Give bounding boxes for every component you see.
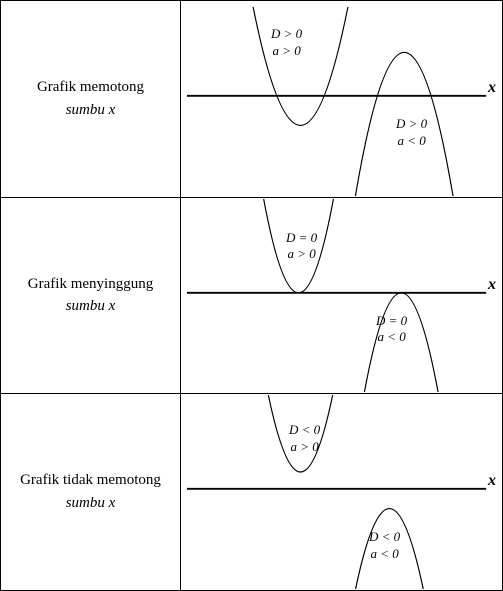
row2-plot <box>182 199 501 393</box>
row1-ann-up: D > 0 a > 0 <box>271 26 302 60</box>
row1-plot-cell: D > 0 a > 0 D > 0 a < 0 x <box>181 1 503 198</box>
row3-label-line2: sumbu x <box>66 495 116 511</box>
row1-parabola-up <box>253 7 348 126</box>
row2-label-line2: sumbu x <box>66 298 116 314</box>
row1-ann-down: D > 0 a < 0 <box>396 116 427 150</box>
row3-plot <box>182 395 501 589</box>
row1-label-line1: Grafik memotong <box>37 79 144 95</box>
row2-label-cell: Grafik menyinggung sumbu x <box>1 197 181 394</box>
row1-label-cell: Grafik memotong sumbu x <box>1 1 181 198</box>
row1-xlabel: x <box>488 79 496 97</box>
row2-xlabel: x <box>488 276 496 294</box>
row3-ann-down: D < 0 a < 0 <box>369 529 400 563</box>
row3-plot-cell: D < 0 a > 0 D < 0 a < 0 x <box>181 394 503 591</box>
row3-label-line1: Grafik tidak memotong <box>20 472 161 488</box>
row3-label-cell: Grafik tidak memotong sumbu x <box>1 394 181 591</box>
discriminant-table: Grafik memotong sumbu x D > 0 a > 0 D > … <box>0 0 503 591</box>
row1-plot <box>182 2 501 196</box>
row2-ann-down: D = 0 a < 0 <box>376 313 407 347</box>
row3-xlabel: x <box>488 472 496 490</box>
row2-plot-cell: D = 0 a > 0 D = 0 a < 0 x <box>181 197 503 394</box>
row1-label-line2: sumbu x <box>66 102 116 118</box>
row3-ann-up: D < 0 a > 0 <box>289 422 320 456</box>
row2-ann-up: D = 0 a > 0 <box>286 230 317 264</box>
row2-label-line1: Grafik menyinggung <box>28 276 153 292</box>
